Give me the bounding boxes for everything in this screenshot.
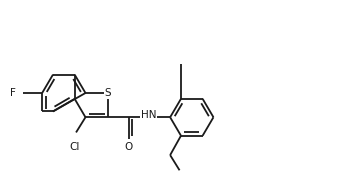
- Text: Cl: Cl: [69, 142, 80, 152]
- Text: O: O: [125, 142, 133, 153]
- Text: F: F: [10, 88, 16, 98]
- Text: HN: HN: [141, 110, 156, 120]
- Text: S: S: [105, 88, 111, 98]
